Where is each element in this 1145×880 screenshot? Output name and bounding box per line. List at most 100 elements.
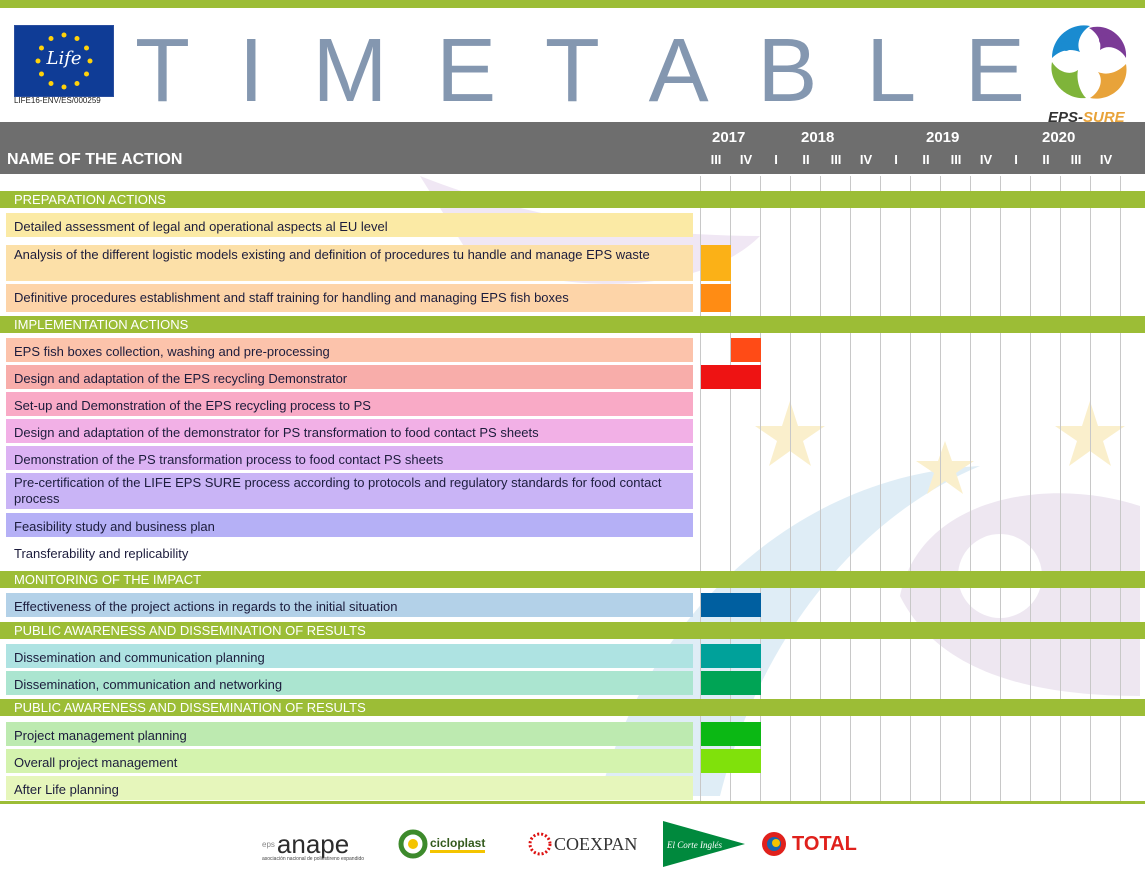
title-letter: A xyxy=(648,21,709,121)
quarter-label: I xyxy=(774,152,778,167)
action-row: Feasibility study and business plan xyxy=(6,513,693,537)
title-letter: B xyxy=(757,21,818,121)
quarter-gridline xyxy=(760,176,761,801)
anape-logo: eps anape asociación nacional de poliesti… xyxy=(262,828,365,863)
coexpan-logo: COEXPAN xyxy=(528,826,637,862)
title-letter: M xyxy=(312,21,388,121)
partner-logos-footer: eps anape asociación nacional de poliesti… xyxy=(0,801,1145,880)
gantt-bar xyxy=(701,644,761,668)
cicloplast-ring-icon xyxy=(398,829,428,859)
eu-life-logo: Life xyxy=(14,25,114,97)
name-of-action-heading: NAME OF THE ACTION xyxy=(7,151,183,168)
year-2018: 2018 xyxy=(801,129,835,146)
quarter-label: IV xyxy=(859,152,873,167)
gantt-bar xyxy=(701,671,761,695)
action-label: Project management planning xyxy=(14,728,187,743)
gantt-bar xyxy=(701,245,731,281)
svg-text:El Corte Inglés: El Corte Inglés xyxy=(666,840,722,850)
section-title: PREPARATION ACTIONS xyxy=(14,192,166,207)
action-label: Detailed assessment of legal and operati… xyxy=(14,219,388,234)
eps-sure-wordmark: EPS-SURE xyxy=(1048,109,1125,126)
el-corte-ingles-logo: El Corte Inglés xyxy=(663,821,745,867)
quarter-gridline xyxy=(1060,176,1061,801)
top-accent-bar xyxy=(0,0,1145,8)
quarter-label: II xyxy=(802,152,810,167)
section-title: PUBLIC AWARENESS AND DISSEMINATION OF RE… xyxy=(14,623,366,638)
action-row: EPS fish boxes collection, washing and p… xyxy=(6,338,693,362)
title-letter: E xyxy=(964,21,1025,121)
quarter-gridline xyxy=(730,176,731,801)
quarter-gridline xyxy=(1090,176,1091,801)
action-row: Definitive procedures establishment and … xyxy=(6,284,693,312)
quarter-gridline xyxy=(700,176,701,801)
action-row: Set-up and Demonstration of the EPS recy… xyxy=(6,392,693,416)
year-2019: 2019 xyxy=(926,129,960,146)
action-label: Dissemination and communication planning xyxy=(14,650,265,665)
action-row: Effectiveness of the project actions in … xyxy=(6,593,693,617)
quarter-label: III xyxy=(710,152,722,167)
action-row: Dissemination, communication and network… xyxy=(6,671,693,695)
section-title: IMPLEMENTATION ACTIONS xyxy=(14,317,189,332)
title-letter: T xyxy=(544,21,600,121)
action-row: Project management planning xyxy=(6,722,693,746)
quarter-gridline xyxy=(880,176,881,801)
quarter-gridline xyxy=(820,176,821,801)
action-row: Analysis of the different logistic model… xyxy=(6,245,693,281)
gantt-bar xyxy=(731,338,761,362)
cicloplast-logo: cicloplast xyxy=(398,826,486,862)
action-row: Overall project management xyxy=(6,749,693,773)
action-label: EPS fish boxes collection, washing and p… xyxy=(14,344,330,359)
section-header: PREPARATION ACTIONS xyxy=(0,191,1145,208)
timetable-header: NAME OF THE ACTION 2017 2018 2019 2020 I… xyxy=(0,122,1145,174)
action-row: Pre-certification of the LIFE EPS SURE p… xyxy=(6,473,693,509)
action-label: Design and adaptation of the EPS recycli… xyxy=(14,371,348,386)
gantt-bar xyxy=(701,722,761,746)
quarter-gridline xyxy=(910,176,911,801)
quarter-label: III xyxy=(830,152,842,167)
action-label: Feasibility study and business plan xyxy=(14,519,215,534)
gantt-bar xyxy=(701,593,761,617)
quarter-label: I xyxy=(894,152,898,167)
section-header: PUBLIC AWARENESS AND DISSEMINATION OF RE… xyxy=(0,699,1145,716)
action-label: Demonstration of the PS transformation p… xyxy=(14,452,444,467)
action-row: Dissemination and communication planning xyxy=(6,644,693,668)
section-header: PUBLIC AWARENESS AND DISSEMINATION OF RE… xyxy=(0,622,1145,639)
action-label: Pre-certification of the LIFE EPS SURE p… xyxy=(14,475,662,506)
el-corte-ingles-badge-icon: El Corte Inglés xyxy=(663,821,745,867)
gantt-bar xyxy=(701,365,761,389)
action-row: After Life planning xyxy=(6,776,693,800)
quarter-gridline xyxy=(1120,176,1121,801)
quarter-gridline xyxy=(1000,176,1001,801)
action-row: Design and adaptation of the demonstrato… xyxy=(6,419,693,443)
year-2017: 2017 xyxy=(712,129,746,146)
action-label: After Life planning xyxy=(14,782,119,797)
quarter-label: III xyxy=(950,152,962,167)
quarter-label: II xyxy=(922,152,930,167)
quarter-label: I xyxy=(1014,152,1018,167)
action-label: Analysis of the different logistic model… xyxy=(14,247,650,262)
action-label: Dissemination, communication and network… xyxy=(14,677,283,692)
quarter-label: IV xyxy=(1099,152,1113,167)
eps-sure-logo-icon xyxy=(1051,25,1127,99)
quarter-gridline xyxy=(1030,176,1031,801)
section-header: MONITORING OF THE IMPACT xyxy=(0,571,1145,588)
section-title: PUBLIC AWARENESS AND DISSEMINATION OF RE… xyxy=(14,700,366,715)
action-row: Demonstration of the PS transformation p… xyxy=(6,446,693,470)
action-row: Transferability and replicability xyxy=(6,540,693,564)
action-label: Definitive procedures establishment and … xyxy=(14,290,569,305)
eu-life-text: Life xyxy=(46,48,82,69)
quarter-label: IV xyxy=(739,152,753,167)
action-row: Design and adaptation of the EPS recycli… xyxy=(6,365,693,389)
action-label: Transferability and replicability xyxy=(14,546,189,561)
title-letter: E xyxy=(436,21,497,121)
coexpan-dots-icon xyxy=(528,832,552,856)
action-label: Design and adaptation of the demonstrato… xyxy=(14,425,539,440)
action-row: Detailed assessment of legal and operati… xyxy=(6,213,693,237)
quarter-label: II xyxy=(1042,152,1050,167)
section-title: MONITORING OF THE IMPACT xyxy=(14,572,202,587)
gantt-bar xyxy=(701,284,731,312)
action-label: Effectiveness of the project actions in … xyxy=(14,599,398,614)
quarter-label: IV xyxy=(979,152,993,167)
